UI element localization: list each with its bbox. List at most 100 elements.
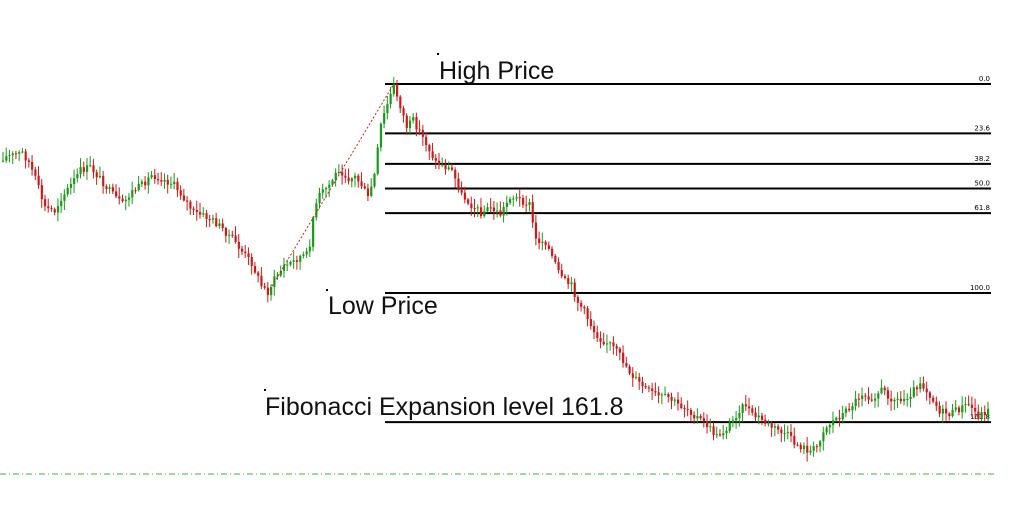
candle xyxy=(676,392,680,411)
candle-body xyxy=(302,254,305,256)
candle-body xyxy=(709,426,712,428)
candle-body xyxy=(292,260,295,262)
candle-body xyxy=(224,227,228,236)
candle-body xyxy=(137,183,140,191)
candle xyxy=(292,251,295,269)
candle-body xyxy=(932,397,935,402)
candle xyxy=(447,161,450,171)
candle xyxy=(373,172,376,189)
candle-body xyxy=(337,172,341,174)
candle xyxy=(289,260,292,267)
fibonacci-expansion-label: Fibonacci Expansion level 161.8 xyxy=(265,393,624,421)
candle xyxy=(354,172,357,187)
candle xyxy=(809,445,812,456)
candle xyxy=(18,150,21,161)
candle xyxy=(825,425,828,436)
candle-body xyxy=(37,175,40,186)
candle xyxy=(699,414,702,421)
candle-body xyxy=(140,181,144,184)
candle-body xyxy=(250,257,253,267)
candle xyxy=(66,184,69,197)
candle-body xyxy=(108,187,111,189)
candle-body xyxy=(467,199,470,204)
fib-level-label: 61.8 xyxy=(974,204,990,212)
candle xyxy=(276,272,279,280)
candle xyxy=(728,418,731,433)
candle xyxy=(363,182,366,190)
candle-body xyxy=(838,417,841,420)
candle xyxy=(586,306,589,327)
candle xyxy=(880,379,883,395)
candle-body xyxy=(974,407,977,412)
candle-body xyxy=(541,241,544,243)
candle-body xyxy=(418,129,421,131)
candle-body xyxy=(686,409,689,411)
candle-body xyxy=(615,346,618,349)
candle-body xyxy=(793,435,796,445)
candle xyxy=(234,226,237,244)
candle xyxy=(964,396,967,413)
candle xyxy=(915,385,919,397)
candle xyxy=(654,382,657,397)
candle-body xyxy=(266,287,270,296)
candle xyxy=(854,390,857,411)
candle-body xyxy=(877,393,880,399)
candle-body xyxy=(240,248,244,252)
candle-body xyxy=(98,175,102,178)
candle-body xyxy=(570,282,573,285)
candle xyxy=(980,407,983,422)
candle-body xyxy=(909,396,912,399)
candle xyxy=(534,215,538,246)
candle xyxy=(793,427,796,449)
candle-body xyxy=(486,207,489,212)
candle-body xyxy=(392,84,395,94)
candle xyxy=(27,157,31,168)
candle-body xyxy=(115,191,118,197)
candle xyxy=(596,325,599,342)
candle-body xyxy=(754,412,757,418)
candle xyxy=(622,345,625,368)
candle-body xyxy=(977,411,980,419)
candle xyxy=(489,198,492,213)
candle-body xyxy=(312,217,315,247)
candle xyxy=(386,95,389,120)
candle xyxy=(396,79,399,102)
candle xyxy=(408,116,412,136)
candle xyxy=(457,172,460,193)
candle xyxy=(760,412,764,425)
candle-body xyxy=(912,387,915,397)
expansion-marker-dot xyxy=(264,389,266,391)
candle xyxy=(528,198,531,212)
candle-body xyxy=(861,395,864,400)
candle-body xyxy=(260,275,263,287)
candle-body xyxy=(127,197,131,200)
candle xyxy=(715,426,718,439)
candle-body xyxy=(479,207,483,217)
candle-body xyxy=(69,184,73,188)
candle xyxy=(150,171,153,179)
candle-body xyxy=(544,241,547,246)
candle xyxy=(815,443,819,453)
candle-body xyxy=(379,123,383,148)
candle xyxy=(263,282,266,290)
candle-body xyxy=(718,434,722,436)
candle xyxy=(124,195,127,211)
candle-body xyxy=(47,206,50,209)
candle-body xyxy=(95,172,98,178)
candle xyxy=(321,183,324,199)
candle xyxy=(8,149,11,163)
candle xyxy=(199,202,202,219)
candle-body xyxy=(664,394,667,396)
candle xyxy=(961,396,964,419)
candle-body xyxy=(596,332,599,339)
candle-body xyxy=(199,212,202,215)
candle-body xyxy=(644,386,647,388)
candle xyxy=(195,200,198,221)
candle xyxy=(886,386,890,406)
candle-body xyxy=(234,235,237,242)
candle-body xyxy=(706,421,709,428)
candle xyxy=(515,193,518,202)
candle xyxy=(231,230,234,238)
candle xyxy=(767,419,770,427)
candle xyxy=(496,202,499,218)
